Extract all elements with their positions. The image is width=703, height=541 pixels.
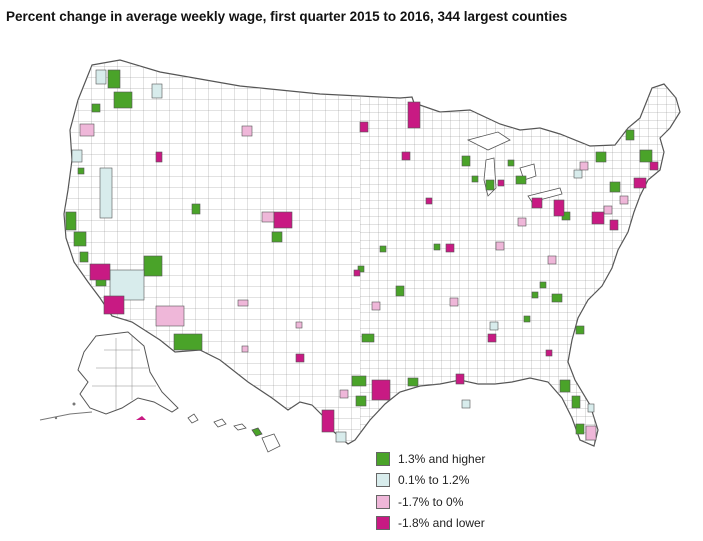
hawaii-region	[187, 413, 281, 453]
legend-label-high: 1.3% and higher	[398, 451, 486, 466]
legend-label-low: -1.8% and lower	[398, 516, 485, 531]
legend-swatch-mid-low	[376, 494, 390, 509]
legend-swatch-low	[376, 516, 390, 531]
counties-high	[65, 69, 653, 435]
legend-item-mid-high: 0.1% to 1.2%	[376, 470, 485, 492]
legend-label-mid-high: 0.1% to 1.2%	[398, 473, 470, 488]
map-title: Percent change in average weekly wage, f…	[6, 9, 568, 24]
counties-mid-low	[79, 123, 629, 441]
alaska-outline	[77, 331, 179, 415]
legend-swatch-mid-high	[376, 473, 390, 488]
legend-label-mid-low: -1.7% to 0%	[398, 494, 464, 509]
legend: 1.3% and higher 0.1% to 1.2% -1.7% to 0%…	[376, 448, 485, 534]
legend-item-high: 1.3% and higher	[376, 448, 485, 470]
alaska-region	[39, 331, 179, 421]
legend-item-low: -1.8% and lower	[376, 513, 485, 535]
counties-mid-high	[71, 69, 595, 443]
legend-item-mid-low: -1.7% to 0%	[376, 491, 485, 513]
legend-swatch-high	[376, 451, 390, 466]
lake-superior	[466, 131, 511, 151]
counties-low	[89, 101, 659, 433]
